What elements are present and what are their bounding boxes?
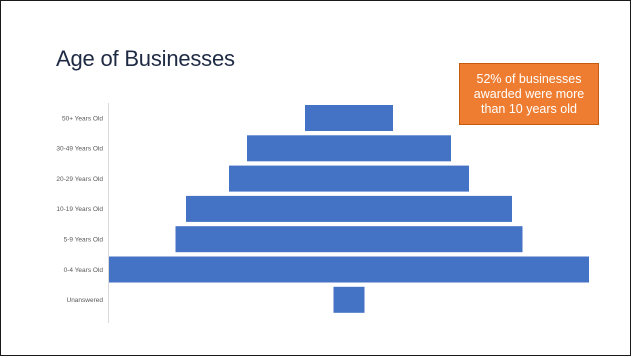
- category-tick-label: 30-49 Years Old: [56, 146, 103, 153]
- bar-unanswered: [333, 286, 365, 313]
- category-tick-label: 5-9 Years Old: [64, 237, 104, 244]
- bar-30-49-years-old: [247, 135, 451, 162]
- category-tick-label: 10-19 Years Old: [56, 206, 103, 213]
- bars-group: [109, 105, 589, 313]
- bar-0-4-years-old: [109, 256, 589, 283]
- slide-title: Age of Businesses: [56, 46, 235, 71]
- callout-text: 52% of businesses awarded were more than…: [473, 71, 585, 116]
- category-tick-label: 50+ Years Old: [62, 115, 103, 122]
- bar-50-years-old: [305, 105, 393, 131]
- bar-10-19-years-old: [186, 195, 512, 222]
- bar-20-29-years-old: [229, 165, 469, 192]
- category-tick-label: Unanswered: [67, 297, 104, 304]
- tick-labels-group: 50+ Years Old 30-49 Years Old 20-29 Years …: [56, 115, 103, 304]
- callout-box: 52% of businesses awarded were more than…: [459, 63, 599, 125]
- bar-5-9-years-old: [175, 226, 523, 253]
- category-tick-label: 0-4 Years Old: [64, 267, 104, 274]
- category-tick-label: 20-29 Years Old: [56, 176, 103, 183]
